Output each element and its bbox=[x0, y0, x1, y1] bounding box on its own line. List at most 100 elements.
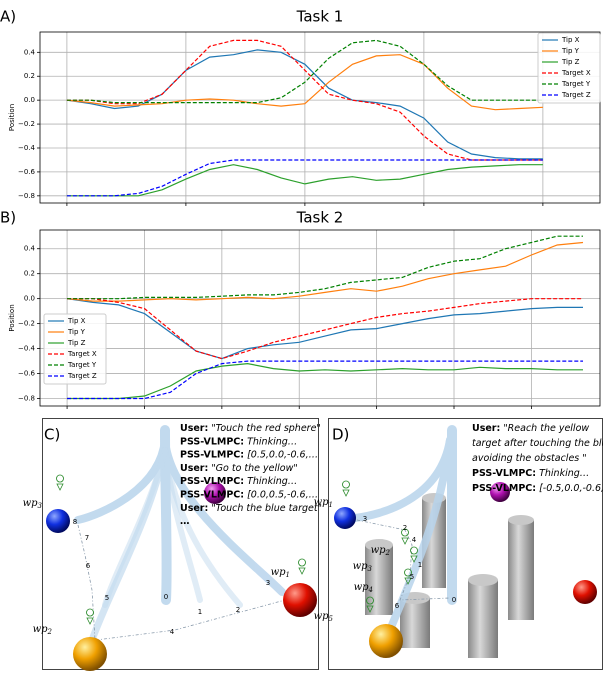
utterance: Thinking… bbox=[536, 468, 589, 479]
speaker: PSS-VLMPC: bbox=[472, 468, 536, 479]
legend-label: Target X bbox=[67, 350, 97, 358]
waypoint-index: 3 bbox=[368, 565, 373, 573]
series-line bbox=[67, 298, 583, 360]
waypoint-label: wp4 bbox=[354, 582, 373, 595]
waypoint-label: wp1 bbox=[271, 567, 290, 580]
waypoint-pin bbox=[86, 608, 94, 625]
series-line bbox=[67, 362, 583, 400]
y-tick-label: −0.8 bbox=[18, 395, 35, 403]
dialogue-line: PSS-VLMPC: Thinking… bbox=[180, 476, 297, 487]
blue-sphere bbox=[334, 507, 356, 529]
legend-label: Target Z bbox=[561, 91, 591, 99]
legend-label: Tip X bbox=[67, 317, 86, 325]
magenta-sphere bbox=[204, 482, 226, 504]
red-sphere bbox=[283, 583, 317, 617]
legend-label: Tip Z bbox=[561, 58, 580, 66]
waypoint-name: wp bbox=[33, 624, 49, 635]
panel-label: C) bbox=[44, 426, 60, 444]
waypoint-label: wp2 bbox=[33, 624, 53, 637]
utterance: target after touching the blue bbox=[472, 438, 603, 449]
waypoint-index: 4 bbox=[368, 586, 373, 594]
waypoint-name: wp bbox=[353, 561, 369, 572]
panel-label: B) bbox=[0, 209, 16, 227]
waypoint-label: wp3 bbox=[23, 498, 43, 511]
speaker: User: bbox=[180, 423, 208, 434]
y-tick-label: −0.6 bbox=[18, 370, 36, 378]
waypoint-index: 2 bbox=[385, 549, 391, 557]
path-marker: 8 bbox=[73, 518, 77, 526]
waypoint-pin bbox=[404, 568, 412, 585]
utterance: "Touch the blue target" bbox=[208, 502, 322, 513]
yellow-sphere bbox=[369, 624, 403, 658]
utterance: Thinking… bbox=[244, 476, 297, 487]
waypoint-name: wp bbox=[354, 582, 370, 593]
waypoint-index: 5 bbox=[329, 615, 334, 623]
y-axis-label: Position bbox=[8, 104, 16, 131]
chart-title: Task 2 bbox=[296, 209, 344, 227]
waypoint-path bbox=[77, 524, 286, 641]
waypoint-name: wp bbox=[23, 498, 39, 509]
waypoint-label: wp5 bbox=[314, 611, 334, 624]
waypoint-index: 1 bbox=[286, 571, 290, 579]
waypoint-name: wp bbox=[371, 545, 387, 556]
waypoint-pin bbox=[401, 528, 409, 545]
speaker: PSS-VLMPC: bbox=[180, 476, 244, 487]
y-tick-label: −0.4 bbox=[18, 144, 36, 152]
panel-label: D) bbox=[332, 426, 349, 444]
legend: Tip X Tip Y Tip Z Target X Target Y Target Z bbox=[537, 32, 601, 104]
waypoint-pin bbox=[298, 558, 306, 575]
plot-area bbox=[40, 32, 600, 203]
utterance: "Go to the yellow" bbox=[208, 462, 297, 473]
dialogue-line: target after touching the blue bbox=[472, 438, 603, 449]
path-marker: 2 bbox=[403, 524, 407, 532]
series-line bbox=[67, 360, 583, 400]
legend-label: Tip X bbox=[561, 36, 580, 44]
dialogue-line: User: "Touch the red sphere" bbox=[180, 423, 321, 434]
path-marker: 0 bbox=[452, 596, 456, 604]
path-marker: 1 bbox=[418, 561, 422, 569]
y-tick-label: −0.6 bbox=[18, 168, 36, 176]
waypoint-name: wp bbox=[314, 497, 330, 508]
waypoint-label: wp1 bbox=[314, 497, 333, 510]
dialogue-line: PSS-VLMPC: [0.5,0.0,-0.6,… bbox=[180, 449, 318, 460]
waypoint-path bbox=[356, 519, 451, 601]
speaker: User: bbox=[472, 423, 500, 434]
dialogue-line: PSS-VLMPC: [0.0,0.5,-0.6,… bbox=[180, 489, 318, 500]
series-line bbox=[66, 159, 543, 197]
panel-c: C) User: "Touch the red sphere" PSS-VLMPC:… bbox=[23, 418, 322, 671]
path-marker: 1 bbox=[198, 608, 202, 616]
dialogue-line: User: "Go to the yellow" bbox=[180, 462, 298, 473]
y-tick-label: −0.8 bbox=[18, 192, 35, 200]
chart: −0.8 −0.6 −0.4 −0.2 0.0 0.2 0.4 Task 2 B) Positio… bbox=[0, 209, 601, 409]
path-marker: 4 bbox=[170, 628, 175, 636]
panel-frame bbox=[42, 418, 319, 670]
dialogue-line: PSS-VLMPC: Thinking… bbox=[180, 436, 297, 447]
path-marker: 5 bbox=[410, 573, 414, 581]
utterance: [0.0,0.5,-0.6,… bbox=[244, 489, 318, 500]
magenta-sphere bbox=[490, 482, 510, 502]
series-line bbox=[67, 241, 584, 302]
waypoint-index: 1 bbox=[329, 501, 333, 509]
path-marker: 7 bbox=[85, 534, 89, 542]
speaker: PSS-VLMPC: bbox=[180, 436, 244, 447]
blue-sphere bbox=[46, 509, 70, 533]
dialogue-line: User: "Reach the yellow bbox=[472, 423, 589, 434]
waypoint-pin bbox=[366, 596, 374, 613]
waypoint-pin bbox=[56, 474, 64, 491]
speaker: PSS-VLMPC: bbox=[472, 483, 536, 494]
y-tick-label: −0.4 bbox=[18, 345, 36, 353]
legend-label: Tip Z bbox=[67, 339, 86, 347]
dialogue-line: PSS-VLMPC: Thinking… bbox=[472, 468, 589, 479]
waypoint-label: wp2 bbox=[371, 545, 391, 558]
speaker: PSS-VLMPC: bbox=[180, 489, 244, 500]
utterance: "Touch the red sphere" bbox=[208, 423, 321, 434]
waypoint-name: wp bbox=[314, 611, 330, 622]
utterance: [-0.5,0.0,-0.6,… bbox=[536, 483, 603, 494]
utterance: avoiding the obstacles " bbox=[472, 453, 587, 464]
legend-label: Tip Y bbox=[561, 47, 580, 55]
utterance: Thinking… bbox=[244, 436, 297, 447]
axes-frame bbox=[39, 31, 601, 204]
axes-frame bbox=[39, 229, 601, 407]
